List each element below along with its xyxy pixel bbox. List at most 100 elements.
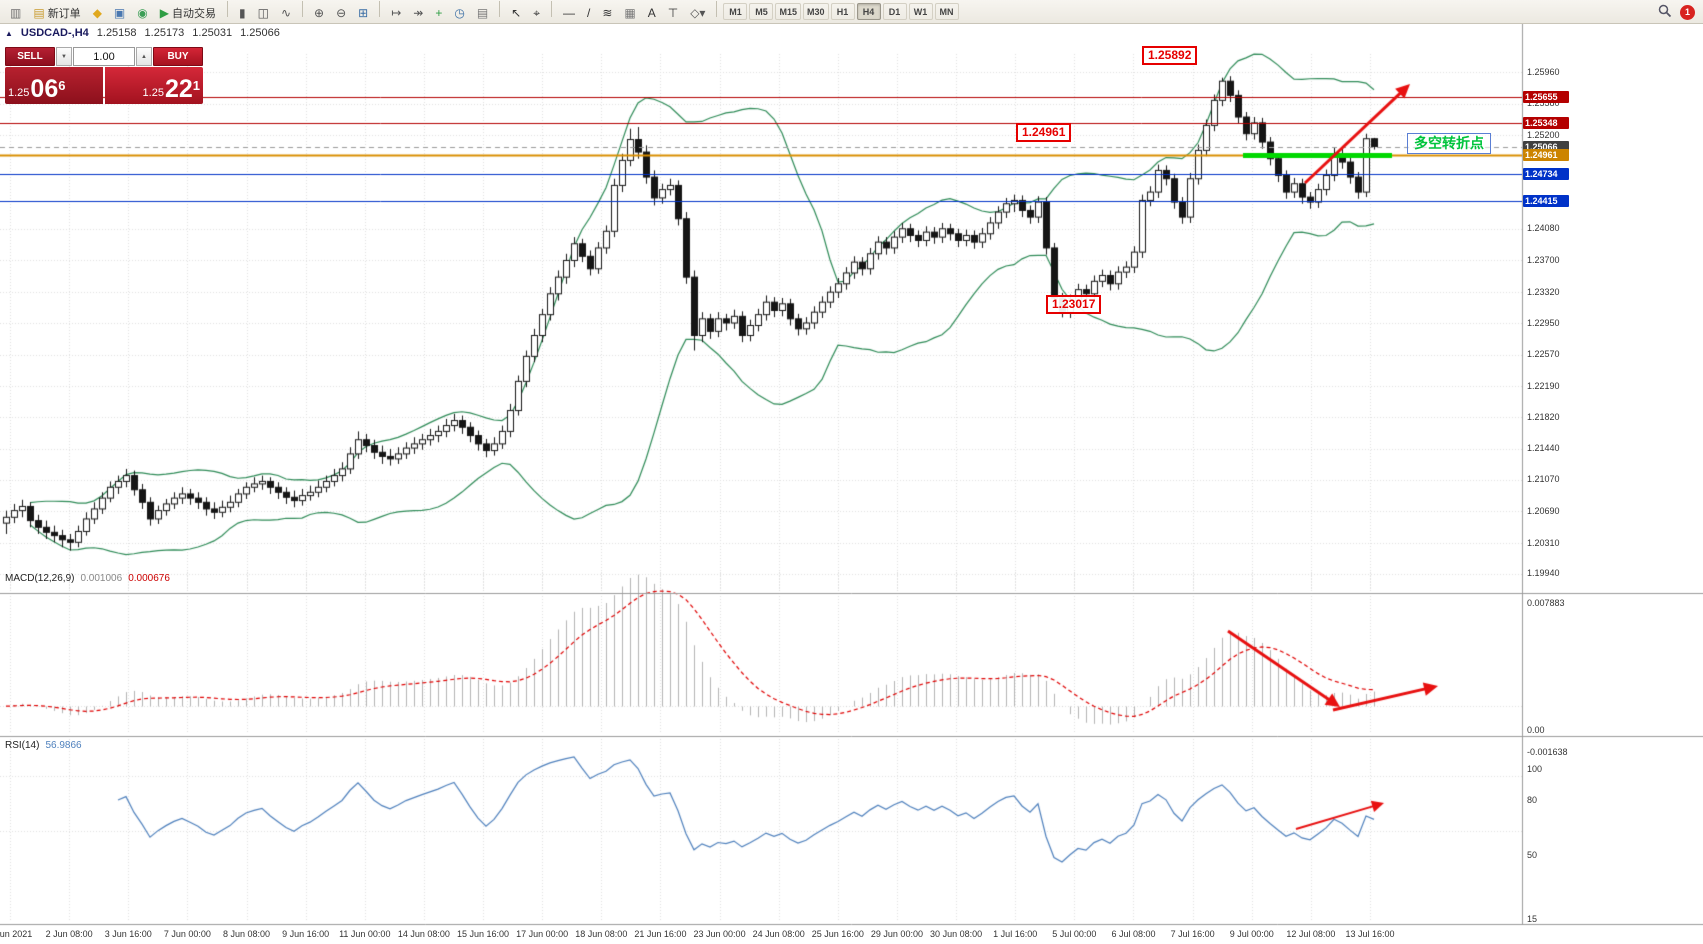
price-axis-label: 1.23320 <box>1527 286 1560 297</box>
navigator-icon-icon: ◉ <box>137 5 148 20</box>
candlestick-icon: ◫ <box>257 5 269 20</box>
chart-shift-button[interactable]: ↦ <box>386 3 406 22</box>
price-annotation-1.24961[interactable]: 1.24961 <box>1016 123 1072 142</box>
time-axis-label: 1 Jun 2021 <box>0 929 33 939</box>
charts-window-icon[interactable]: ▥ <box>5 3 26 22</box>
market-watch-icon-icon: ◆ <box>92 5 102 20</box>
autotrading-button[interactable]: ▶ 自动交易 <box>155 3 221 22</box>
fibonacci-button[interactable]: ≋ <box>597 3 617 22</box>
toolbar-separator <box>550 0 552 17</box>
horizontal-line-button[interactable]: — <box>558 3 580 22</box>
turning-point-annotation[interactable]: 多空转折点 <box>1407 133 1491 154</box>
time-axis-label: 12 Jul 08:00 <box>1286 929 1336 939</box>
zoom-out-button[interactable]: ⊖ <box>331 3 351 22</box>
time-axis-label: 24 Jun 08:00 <box>752 929 805 939</box>
zoom-in-button[interactable]: ⊕ <box>309 3 329 22</box>
cursor-button[interactable]: ↖ <box>506 3 526 22</box>
macd-name: MACD(12,26,9) <box>5 573 75 584</box>
trendline-icon: / <box>586 5 591 20</box>
time-axis-label: 15 Jun 16:00 <box>457 929 510 939</box>
timeframe-m30-button[interactable]: M30 <box>802 3 829 20</box>
candlestick-button[interactable]: ◫ <box>253 3 274 22</box>
text-button[interactable]: A <box>643 3 661 22</box>
one-click-trading-panel: SELL ▼ ▲ BUY 1.25 06 6 1.25 22 1 <box>5 47 203 104</box>
buy-price-point: 1 <box>192 78 200 93</box>
buy-price-panel[interactable]: 1.25 22 1 <box>105 67 203 104</box>
macd-main-value: 0.001006 <box>80 573 123 584</box>
price-tag-1.25655: 1.25655 <box>1523 91 1569 104</box>
autotrading-icon: ▶ <box>159 5 169 20</box>
line-chart-button[interactable]: ∿ <box>276 3 296 22</box>
bar-chart-button[interactable]: ▮ <box>234 3 251 22</box>
macd-axis-zero-label: 0.00 <box>1527 725 1545 736</box>
price-tag-1.24961: 1.24961 <box>1523 149 1569 162</box>
new-order-button-label: 新订单 <box>47 7 81 20</box>
add-indicator-button[interactable]: + <box>430 3 447 22</box>
time-axis-label: 9 Jul 00:00 <box>1229 929 1274 939</box>
crosshair-icon: ⌖ <box>533 5 540 20</box>
timeframe-d1-button[interactable]: D1 <box>882 3 907 20</box>
shapes-button[interactable]: ◇▾ <box>685 3 710 22</box>
search-icon[interactable] <box>1658 4 1672 21</box>
trendline-button[interactable]: / <box>582 3 595 22</box>
chart-quote-bar: ▲ USDCAD-,H4 1.25158 1.25173 1.25031 1.2… <box>5 27 280 39</box>
main-toolbar: ▥ ▤ 新订单 ◆ ▣ ◉ ▶ 自动交易 ▮ ◫ ∿ ⊕ ⊖ ⊞ ↦ ↠ + ◷ ▤ ↖ ⌖ — / ≋ ▦ A ⊤ ◇▾ M1 M5 M… <box>0 0 1703 24</box>
data-window-icon[interactable]: ▣ <box>109 3 130 22</box>
zoom-in-icon: ⊕ <box>314 5 325 20</box>
tile-windows-button[interactable]: ⊞ <box>353 3 373 22</box>
new-order-icon: ▤ <box>33 5 45 20</box>
volume-input[interactable] <box>73 47 135 66</box>
timeframe-m5-button[interactable]: M5 <box>749 3 774 20</box>
buy-button[interactable]: BUY <box>153 47 203 66</box>
market-watch-icon[interactable]: ◆ <box>88 3 107 22</box>
volume-decrease-button[interactable]: ▼ <box>56 47 72 66</box>
ohlc-high: 1.25173 <box>144 27 185 39</box>
rsi-label-row: RSI(14) 56.9866 <box>5 740 82 751</box>
rsi-axis-label: 100 <box>1527 764 1543 774</box>
time-axis-label: 11 Jun 00:00 <box>339 929 391 939</box>
timeframe-m1-button[interactable]: M1 <box>723 3 748 20</box>
add-indicator-icon: + <box>435 5 443 20</box>
notifications-badge[interactable]: 1 <box>1680 4 1695 20</box>
price-axis-label: 1.25580 <box>1527 98 1560 109</box>
sell-price-panel[interactable]: 1.25 06 6 <box>5 67 103 104</box>
sell-price-point: 6 <box>58 78 66 93</box>
collapse-icon[interactable]: ▲ <box>5 28 13 38</box>
time-axis-label: 8 Jun 08:00 <box>222 929 271 939</box>
volume-increase-button[interactable]: ▲ <box>136 47 152 66</box>
time-axis-label: 18 Jun 08:00 <box>575 929 628 939</box>
arrows-button[interactable]: ⊤ <box>663 3 683 22</box>
timeframe-m15-button[interactable]: M15 <box>775 3 801 20</box>
time-axis-label: 29 Jun 00:00 <box>870 929 923 939</box>
sell-button[interactable]: SELL <box>5 47 55 66</box>
templates-button[interactable]: ▤ <box>472 3 493 22</box>
sell-price-pips: 06 <box>30 75 59 104</box>
buy-price-pips: 22 <box>164 75 193 104</box>
price-annotation-1.23017[interactable]: 1.23017 <box>1046 295 1102 314</box>
time-axis-label: 7 Jun 00:00 <box>163 929 211 939</box>
price-annotation-1.25892[interactable]: 1.25892 <box>1142 46 1198 65</box>
timeframe-w1-button[interactable]: W1 <box>908 3 933 20</box>
time-axis-label: 3 Jun 16:00 <box>104 929 152 939</box>
time-axis-label: 30 Jun 08:00 <box>930 929 983 939</box>
time-axis-label: 2 Jun 08:00 <box>45 929 93 939</box>
auto-scroll-button[interactable]: ↠ <box>408 3 428 22</box>
navigator-icon[interactable]: ◉ <box>132 3 152 22</box>
macd-signal-value: 0.000676 <box>128 573 170 584</box>
grid-icon: ▦ <box>624 5 636 20</box>
chart-canvas[interactable] <box>0 24 1703 944</box>
time-axis-label: 13 Jul 16:00 <box>1345 929 1395 939</box>
periods-button[interactable]: ◷ <box>449 3 469 22</box>
timeframe-h4-button[interactable]: H4 <box>856 3 881 20</box>
rsi-axis-label: 80 <box>1527 794 1538 805</box>
new-order-button[interactable]: ▤ 新订单 <box>28 3 85 22</box>
macd-axis-max-label: 0.007883 <box>1527 598 1565 608</box>
timeframe-mn-button[interactable]: MN <box>934 3 959 20</box>
timeframe-h1-button[interactable]: H1 <box>830 3 855 20</box>
fibonacci-icon: ≋ <box>602 5 613 20</box>
price-axis-label: 1.25200 <box>1527 129 1560 140</box>
grid-button[interactable]: ▦ <box>619 3 640 22</box>
crosshair-button[interactable]: ⌖ <box>528 3 545 22</box>
buy-price-base: 1.25 <box>142 87 164 99</box>
rsi-value: 56.9866 <box>45 740 82 751</box>
